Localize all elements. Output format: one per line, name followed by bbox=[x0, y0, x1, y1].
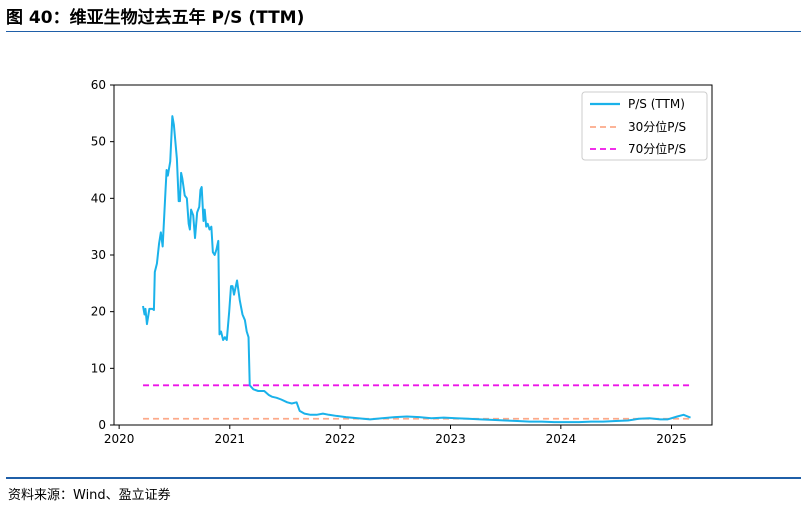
source-note: 资料来源：Wind、盈立证券 bbox=[8, 488, 171, 503]
series-line-ps-ttm bbox=[142, 115, 691, 424]
x-tick-label: 2025 bbox=[656, 432, 687, 446]
figure-title: 图 40：维亚生物过去五年 P/S (TTM) bbox=[6, 8, 305, 28]
title-divider bbox=[6, 31, 801, 32]
x-tick-label: 2021 bbox=[215, 432, 246, 446]
x-tick-label: 2020 bbox=[104, 432, 135, 446]
legend-label-30pct: 30分位P/S bbox=[628, 119, 686, 134]
y-tick-label: 30 bbox=[91, 248, 106, 262]
legend: P/S (TTM) 30分位P/S 70分位P/S bbox=[581, 91, 708, 161]
y-tick-label: 0 bbox=[98, 418, 106, 432]
legend-label-ps: P/S (TTM) bbox=[628, 97, 685, 111]
x-tick-label: 2023 bbox=[435, 432, 466, 446]
footer-divider bbox=[6, 477, 801, 479]
y-tick-label: 50 bbox=[91, 135, 106, 149]
legend-box bbox=[581, 91, 708, 161]
y-tick-label: 60 bbox=[91, 78, 106, 92]
y-tick-label: 40 bbox=[91, 191, 106, 205]
y-tick-label: 10 bbox=[91, 361, 106, 375]
x-tick-label: 2022 bbox=[325, 432, 356, 446]
axis-ticks: 2020 2021 2022 2023 2024 2025 0 10 20 30 40 50 60 bbox=[91, 78, 687, 446]
x-tick-label: 2024 bbox=[546, 432, 577, 446]
legend-label-70pct: 70分位P/S bbox=[628, 141, 686, 156]
y-tick-label: 20 bbox=[91, 305, 106, 319]
series-lines bbox=[142, 115, 691, 424]
